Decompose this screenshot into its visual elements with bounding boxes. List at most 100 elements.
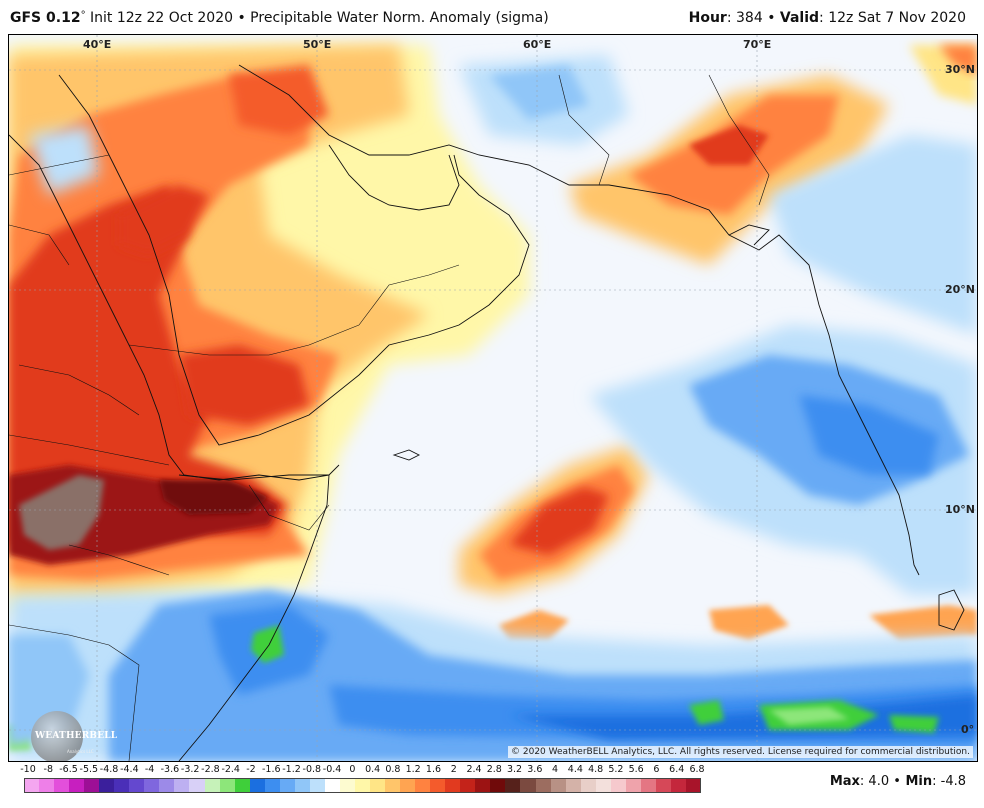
header-valid: Hour: 384 • Valid: 12z Sat 7 Nov 2020: [689, 10, 966, 26]
legend-swatch: [520, 779, 536, 793]
legend-label: 4.8: [588, 764, 604, 775]
legend-label: -3.2: [180, 764, 200, 775]
model-name: GFS 0.12: [10, 10, 81, 26]
legend-swatch: [460, 779, 476, 793]
legend-label: -3.6: [160, 764, 180, 775]
legend-label: 0.8: [385, 764, 401, 775]
lat-label-0: 0°: [961, 723, 975, 736]
legend-label: 6: [653, 764, 660, 775]
legend-label: 2: [450, 764, 457, 775]
min-label: Min: [900, 774, 933, 789]
positive-anomaly-fields: [9, 45, 977, 640]
legend-swatch: [129, 779, 145, 793]
legend-label: -2: [246, 764, 256, 775]
degree-sign: °: [80, 10, 86, 21]
valid-value: : 12z Sat 7 Nov 2020: [819, 10, 966, 26]
legend-label: 5.2: [608, 764, 624, 775]
legend-swatch: [625, 779, 642, 793]
legend-label: 3.2: [506, 764, 523, 775]
legend-label: -2.4: [221, 764, 240, 775]
legend-label: -4.8: [99, 764, 119, 775]
legend-swatch: [565, 779, 582, 793]
lat-label-10n: 10°N: [945, 503, 976, 516]
legend-swatch: [204, 779, 221, 793]
legend-label: 1.2: [405, 764, 421, 775]
max-value: : 4.0: [859, 774, 894, 789]
legend-swatch: [415, 779, 431, 793]
legend-label: 0: [349, 764, 356, 775]
min-value: : -4.8: [932, 774, 966, 789]
legend-label: 5.6: [628, 764, 644, 775]
map-header: GFS 0.12° Init 12z 22 Oct 2020 • Precipi…: [0, 0, 984, 36]
legend-label: -0.4: [322, 764, 342, 775]
legend-swatch: [159, 779, 175, 793]
legend-swatch: [685, 779, 702, 793]
legend-swatch: [610, 779, 627, 793]
legend-swatch: [385, 779, 401, 793]
legend-label: -0.8: [302, 764, 322, 775]
legend-swatch: [400, 779, 416, 793]
legend-swatch: [430, 779, 446, 793]
map-canvas: [9, 35, 977, 761]
legend-label: -10: [20, 764, 36, 775]
logo-text: WEATHERBELL: [35, 731, 118, 741]
legend-label: 1.6: [425, 764, 442, 775]
legend-swatch: [249, 779, 266, 793]
header-bullet-2: •: [767, 10, 776, 26]
valid-label: Valid: [779, 10, 820, 26]
legend-label: 3.6: [527, 764, 543, 775]
legend-swatch: [279, 779, 296, 793]
legend-swatch: [24, 779, 40, 793]
legend-label: -2.8: [201, 764, 220, 775]
legend-swatch: [234, 779, 251, 793]
legend-label: 6.4: [669, 764, 685, 775]
legend-swatch: [339, 779, 356, 793]
color-legend: -10 -8 -6.5 -5.5 -4.8 -4.4 -4 -3.6 -3.2 -2.8 -2.4-…: [8, 762, 728, 806]
lat-label-20n: 20°N: [945, 283, 976, 296]
anomaly-map: 40°E 50°E 60°E 70°E 30°N 20°N 10°N 0° WE…: [8, 34, 978, 762]
legend-swatch: [505, 779, 521, 793]
lon-label-40e: 40°E: [83, 38, 112, 51]
hour-label: Hour: [688, 10, 727, 26]
logo-subtext: Analytics LLC: [67, 749, 94, 754]
maxmin-bullet: •: [893, 774, 901, 789]
init-time: Init 12z 22 Oct 2020: [85, 10, 238, 26]
legend-swatch: [595, 779, 612, 793]
lat-label-30n: 30°N: [945, 63, 976, 76]
legend-label: 2.4: [466, 764, 482, 775]
weatherbell-logo: WEATHERBELL Analytics LLC: [21, 707, 118, 761]
lon-label-60e: 60°E: [523, 38, 552, 51]
legend-swatch: [475, 779, 491, 793]
legend-label: -8: [43, 764, 54, 775]
legend-swatch: [490, 779, 506, 793]
legend-swatch: [640, 779, 657, 793]
legend-swatch: [264, 779, 281, 793]
field-name: Precipitable Water Norm. Anomaly (sigma): [245, 10, 549, 26]
legend-swatch: [294, 779, 311, 793]
legend-swatch: [670, 779, 687, 793]
legend-label: 0.4: [365, 764, 381, 775]
legend-label: 6.8: [689, 764, 705, 775]
legend-label: -1.6: [261, 764, 281, 775]
legend-swatch: [550, 779, 567, 793]
lon-label-50e: 50°E: [303, 38, 332, 51]
hour-value: : 384: [726, 10, 768, 26]
legend-swatch: [114, 779, 130, 793]
coastlines: [9, 64, 965, 761]
legend-swatch: [189, 779, 206, 793]
globe-icon: [31, 711, 83, 761]
header-title: GFS 0.12° Init 12z 22 Oct 2020 • Precipi…: [10, 10, 549, 26]
legend-swatch: [54, 779, 70, 793]
legend-swatch: [219, 779, 236, 793]
legend-swatch: [174, 779, 190, 793]
legend-swatch: [580, 779, 597, 793]
legend-label: -4.4: [120, 764, 139, 775]
legend-swatch: [309, 779, 326, 793]
legend-label: -5.5: [79, 764, 99, 775]
legend-swatch: [324, 779, 341, 793]
legend-swatch: [354, 779, 371, 793]
copyright-notice: © 2020 WeatherBELL Analytics, LLC. All r…: [508, 746, 973, 758]
legend-swatch: [445, 779, 461, 793]
header-bullet: •: [237, 10, 246, 26]
